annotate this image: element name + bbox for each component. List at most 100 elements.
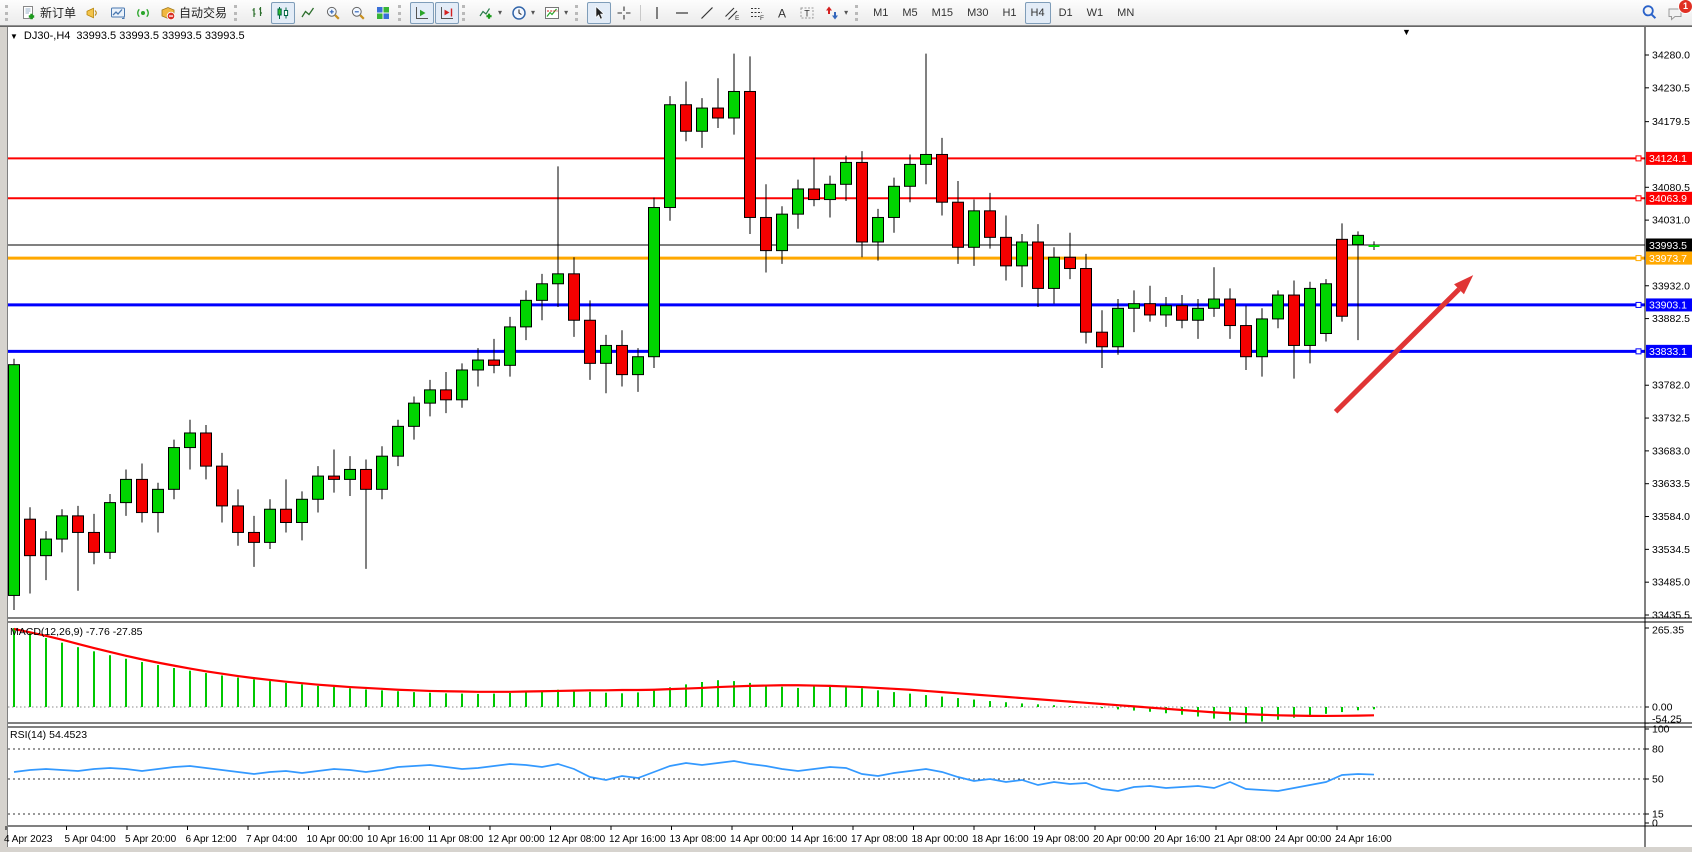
- price-axis-label: 33534.5: [1652, 544, 1690, 556]
- hline-handle[interactable]: [1635, 155, 1642, 162]
- rsi-axis-label: 80: [1652, 744, 1664, 756]
- alerts-button[interactable]: [81, 2, 105, 24]
- window-left-border: [0, 26, 7, 852]
- price-line-badge-label: 33993.5: [1649, 240, 1687, 252]
- price-axis-label: 33584.0: [1652, 511, 1690, 523]
- chart-shift-button[interactable]: [435, 1, 460, 24]
- macd-values: -7.76 -27.85: [85, 626, 143, 638]
- time-axis-label: 20 Apr 00:00: [1093, 834, 1150, 845]
- community-chat-button[interactable]: 1: [1663, 0, 1692, 24]
- price-axis[interactable]: 34280.0 34230.5 34179.5 34080.5 34031.0 33932…: [1644, 27, 1690, 847]
- time-axis-label: 12 Apr 00:00: [488, 834, 545, 845]
- price-line-badge: [1646, 251, 1692, 265]
- timeframe-button-M5[interactable]: M5: [902, 6, 918, 19]
- channel-tool-button[interactable]: E: [720, 2, 744, 24]
- timeframe-button-D1[interactable]: D1: [1058, 6, 1073, 19]
- svg-text:E: E: [735, 15, 740, 21]
- macd-pane: 265.350.00-54.25: [8, 625, 1684, 726]
- auto-trading-label: 自动交易: [179, 6, 228, 20]
- timeframe-button-M1[interactable]: M1: [873, 6, 889, 19]
- time-axis-label: 13 Apr 08:00: [670, 834, 727, 845]
- timeframe-button-H1[interactable]: H1: [1002, 6, 1017, 19]
- zoom-in-button[interactable]: [321, 2, 345, 24]
- auto-trading-button[interactable]: 自动交易: [156, 2, 231, 24]
- fibonacci-icon: F: [751, 7, 764, 21]
- time-axis-label: 24 Apr 16:00: [1335, 834, 1392, 845]
- zoom-in-icon: [326, 6, 340, 20]
- search-icon: [1642, 5, 1657, 19]
- trendline-icon: [701, 6, 714, 19]
- publish-chart-button[interactable]: [106, 2, 130, 24]
- time-axis[interactable]: 4 Apr 2023 5 Apr 04:00 5 Apr 20:00 6 Apr 12…: [4, 826, 1392, 845]
- clock-icon: [512, 5, 526, 20]
- auto-scroll-button[interactable]: [410, 1, 435, 24]
- timeframe-button-W1[interactable]: W1: [1086, 6, 1104, 19]
- time-axis-label: 6 Apr 12:00: [186, 834, 238, 845]
- candlestick-chart-button[interactable]: [271, 1, 296, 24]
- bar-chart-button[interactable]: [246, 2, 270, 24]
- price-line-badge: [1646, 238, 1692, 252]
- hline-handle[interactable]: [1635, 301, 1642, 308]
- periods-button[interactable]: ▾: [507, 2, 539, 24]
- trend-arrow-shaft[interactable]: [1333, 287, 1461, 414]
- zoom-out-button[interactable]: [346, 2, 370, 24]
- price-axis-label: 33882.5: [1652, 313, 1690, 325]
- notification-badge: 1: [1678, 0, 1692, 14]
- timeframe-button-M15[interactable]: M15: [931, 6, 954, 19]
- symbol-dropdown-icon[interactable]: ▼: [10, 31, 18, 41]
- hline-handle[interactable]: [1635, 348, 1642, 355]
- chevron-down-icon: ▾: [564, 8, 569, 17]
- crosshair-tool-button[interactable]: [612, 2, 636, 24]
- vertical-line-tool-button[interactable]: [645, 2, 669, 24]
- trendline-tool-button[interactable]: [695, 2, 719, 24]
- price-line-badge: [1646, 298, 1692, 312]
- macd-title: MACD(12,26,9): [10, 626, 83, 638]
- time-axis-label: 20 Apr 16:00: [1154, 834, 1211, 845]
- horizontal-lines[interactable]: [8, 155, 1645, 355]
- hline-handle[interactable]: [1635, 195, 1642, 202]
- template-icon: [545, 6, 560, 19]
- text-tool-button[interactable]: A: [770, 2, 794, 24]
- time-axis-label: 5 Apr 04:00: [65, 834, 117, 845]
- indicators-button[interactable]: ▾: [474, 2, 506, 24]
- horizontal-line-tool-button[interactable]: [670, 2, 694, 24]
- svg-text:A: A: [778, 6, 786, 20]
- line-chart-button[interactable]: [296, 2, 320, 24]
- tile-windows-button[interactable]: [371, 2, 395, 24]
- new-order-button[interactable]: 新订单: [17, 2, 80, 24]
- text-tool-icon: A: [778, 6, 786, 20]
- cursor-icon: [595, 5, 605, 19]
- trend-arrow-head[interactable]: [1454, 275, 1474, 295]
- rsi-label: RSI(14) 54.4523: [10, 729, 87, 741]
- arrows-tool-button[interactable]: ▾: [820, 2, 852, 24]
- label-tool-button[interactable]: T: [795, 2, 819, 24]
- search-button[interactable]: [1637, 2, 1662, 24]
- fibonacci-tool-button[interactable]: F: [745, 2, 769, 24]
- price-line-badge-label: 33833.1: [1649, 346, 1687, 358]
- chevron-down-icon: ▾: [844, 8, 849, 17]
- time-axis-label: 19 Apr 08:00: [1033, 834, 1090, 845]
- new-order-icon: [23, 5, 35, 19]
- price-axis-label: 34080.5: [1652, 182, 1690, 194]
- signals-button[interactable]: [131, 2, 155, 24]
- hline-handle[interactable]: [1635, 255, 1642, 262]
- svg-text:F: F: [760, 15, 764, 21]
- bar-chart-icon: [252, 6, 263, 17]
- templates-button[interactable]: ▾: [540, 2, 572, 24]
- price-axis-label: 33732.5: [1652, 413, 1690, 425]
- crosshair-icon: [617, 6, 631, 19]
- chart-shift-marker[interactable]: ▼: [1402, 27, 1411, 37]
- timeframe-button-M30[interactable]: M30: [967, 6, 989, 19]
- macd-axis-label: 265.35: [1652, 625, 1684, 637]
- timeframe-button-MN[interactable]: MN: [1117, 6, 1135, 19]
- cursor-tool-button[interactable]: [587, 1, 612, 24]
- price-axis-label: 33782.0: [1652, 380, 1690, 392]
- annotation-arrow[interactable]: [1333, 275, 1474, 414]
- time-axis-label: 4 Apr 2023: [4, 834, 53, 845]
- candlesticks: [8, 53, 1380, 611]
- timeframe-button-H4[interactable]: H4: [1024, 1, 1051, 24]
- rsi-pane: 100 80 50 150: [8, 724, 1670, 830]
- price-line-badge: [1646, 151, 1692, 165]
- line-chart-icon: [301, 7, 315, 17]
- chevron-down-icon: ▾: [531, 8, 536, 17]
